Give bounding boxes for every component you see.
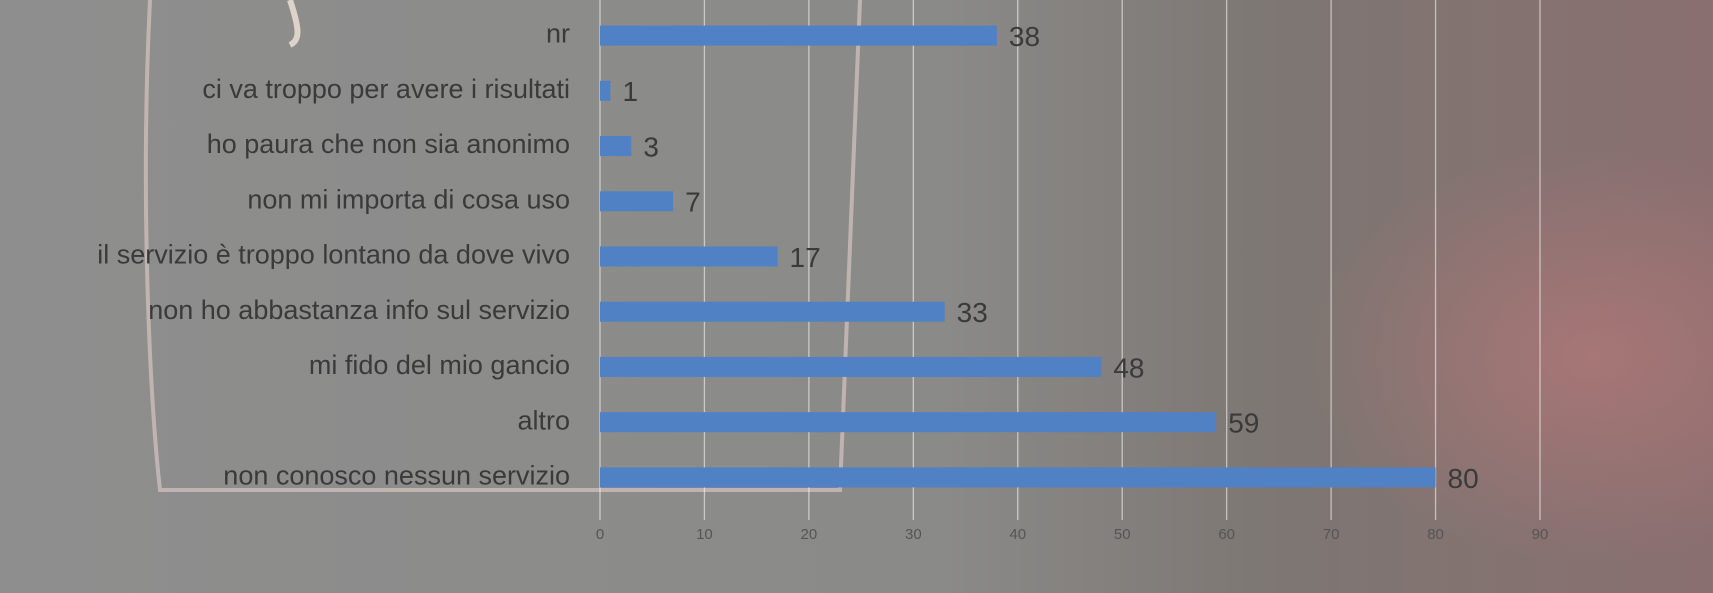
value-label: 3 <box>643 131 659 162</box>
light-trail <box>287 0 301 48</box>
y-tick-label: non conosco nessun servizio <box>223 461 570 491</box>
value-label: 1 <box>622 76 638 107</box>
x-tick-label: 40 <box>1009 526 1026 543</box>
x-tick-label: 0 <box>596 526 604 543</box>
value-label: 17 <box>790 242 821 273</box>
value-label: 38 <box>1009 21 1040 52</box>
bar <box>600 301 945 322</box>
x-tick-label: 30 <box>905 526 922 543</box>
value-label: 59 <box>1228 408 1259 439</box>
y-tick-label: altro <box>517 405 570 435</box>
x-tick-label: 50 <box>1114 526 1131 543</box>
x-tick-label: 70 <box>1323 526 1340 543</box>
y-tick-label: nr <box>546 19 570 49</box>
background-glow <box>900 0 1713 593</box>
bar <box>600 412 1217 433</box>
x-tick-label: 10 <box>696 526 713 543</box>
value-label: 33 <box>957 297 988 328</box>
x-tick-label: 20 <box>801 526 818 543</box>
bar <box>600 191 674 212</box>
value-label: 80 <box>1448 463 1479 494</box>
bar <box>600 356 1102 377</box>
y-tick-label: ci va troppo per avere i risultati <box>202 74 570 104</box>
x-tick-label: 60 <box>1218 526 1235 543</box>
bar <box>600 80 611 101</box>
value-label: 7 <box>685 187 701 218</box>
y-tick-label: il servizio è troppo lontano da dove viv… <box>97 240 570 270</box>
x-tick-label: 80 <box>1427 526 1444 543</box>
bar <box>600 136 632 157</box>
value-label: 48 <box>1113 352 1144 383</box>
y-tick-label: ho paura che non sia anonimo <box>207 129 570 159</box>
light-trail <box>143 0 862 492</box>
y-tick-label: non ho abbastanza info sul servizio <box>148 295 570 325</box>
y-tick-label: non mi importa di cosa uso <box>247 184 570 214</box>
x-tick-label: 90 <box>1532 526 1549 543</box>
bar <box>600 467 1436 488</box>
bar <box>600 246 778 267</box>
y-tick-label: mi fido del mio gancio <box>309 350 570 380</box>
bar <box>600 25 997 46</box>
